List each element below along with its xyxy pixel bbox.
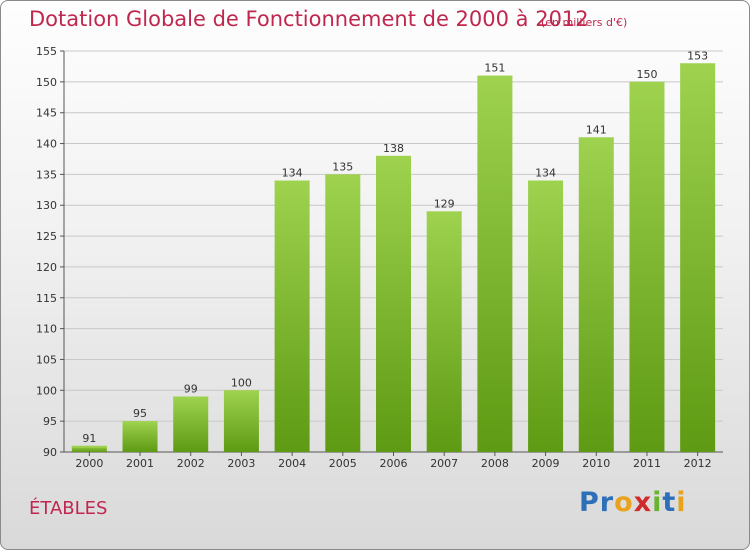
- logo-letter: x: [633, 487, 653, 518]
- bar-highlight-2006: [376, 155, 411, 158]
- x-tick-label: 2003: [227, 457, 255, 470]
- bar-highlight-2004: [274, 180, 310, 183]
- logo-letter: t: [662, 487, 677, 518]
- bar-2006: [376, 155, 411, 452]
- logo-letter: o: [614, 487, 634, 518]
- value-label: 138: [383, 142, 404, 155]
- x-tick-label: 2000: [75, 457, 103, 470]
- value-label: 129: [434, 197, 455, 210]
- chart-title: Dotation Globale de Fonctionnement de 20…: [29, 7, 589, 31]
- x-tick-label: 2001: [126, 457, 154, 470]
- value-label: 151: [484, 62, 505, 75]
- value-label: 134: [282, 167, 303, 180]
- value-label: 135: [332, 160, 353, 173]
- x-tick-label: 2006: [380, 457, 408, 470]
- logo-letter: P: [579, 487, 600, 518]
- commune-name: ÉTABLES: [29, 498, 108, 519]
- bar-2009: [528, 180, 564, 453]
- y-tick-label: 95: [43, 415, 57, 428]
- bar-2011: [629, 81, 665, 452]
- bar-2005: [325, 174, 361, 452]
- value-label: 100: [231, 376, 252, 389]
- y-tick-label: 150: [36, 76, 57, 89]
- logo-letter: r: [599, 487, 615, 518]
- bar-2000: [71, 445, 107, 452]
- bars: [71, 63, 716, 453]
- bar-highlight-2001: [122, 421, 158, 424]
- x-tick-label: 2005: [329, 457, 357, 470]
- x-tick-label: 2002: [177, 457, 205, 470]
- bar-highlight-2011: [629, 81, 665, 84]
- bar-2002: [173, 396, 209, 452]
- y-tick-label: 130: [36, 199, 57, 212]
- bar-2008: [477, 75, 513, 452]
- x-tick-label: 2009: [532, 457, 560, 470]
- bar-2004: [274, 180, 310, 453]
- bar-highlight-2005: [325, 174, 361, 177]
- y-tick-label: 140: [36, 138, 57, 151]
- bar-2007: [426, 211, 462, 452]
- y-tick-label: 105: [36, 353, 57, 366]
- x-tick-label: 2008: [481, 457, 509, 470]
- logo-letter: i: [652, 487, 663, 518]
- bar-highlight-2007: [426, 211, 462, 214]
- y-tick-label: 135: [36, 168, 57, 181]
- y-tick-label: 100: [36, 384, 57, 397]
- y-tick-label: 120: [36, 261, 57, 274]
- x-tick-label: 2007: [430, 457, 458, 470]
- logo-letter: i: [676, 487, 687, 518]
- y-tick-label: 145: [36, 107, 57, 120]
- bar-2012: [680, 63, 716, 452]
- bar-highlight-2010: [578, 137, 614, 140]
- bar-highlight-2003: [223, 390, 259, 393]
- bar-highlight-2002: [173, 396, 209, 399]
- bar-highlight-2009: [528, 180, 564, 183]
- x-tick-label: 2012: [684, 457, 712, 470]
- bar-2003: [223, 390, 259, 452]
- y-tick-label: 90: [43, 446, 57, 459]
- bar-highlight-2000: [71, 445, 107, 448]
- x-tick-label: 2011: [633, 457, 661, 470]
- y-tick-label: 115: [36, 292, 57, 305]
- bar-highlight-2008: [477, 75, 513, 78]
- proxiti-logo: Proxiti: [579, 487, 687, 518]
- y-tick-label: 110: [36, 323, 57, 336]
- y-tick-label: 155: [36, 45, 57, 58]
- x-tick-label: 2010: [582, 457, 610, 470]
- value-label: 95: [133, 407, 147, 420]
- bar-highlight-2012: [680, 63, 716, 66]
- bar-2001: [122, 421, 158, 452]
- x-tick-label: 2004: [278, 457, 306, 470]
- labels: 91 95 99 100 134 135 138 129 151 134 141 150 153: [82, 49, 708, 444]
- axes: 90 95 100 105 110 115 120 125 130 135 140 145 150 155…: [36, 45, 723, 470]
- value-label: 91: [82, 432, 96, 445]
- value-label: 134: [535, 167, 556, 180]
- value-label: 153: [687, 49, 708, 62]
- chart-subtitle: (en milliers d'€): [541, 16, 628, 29]
- value-label: 141: [586, 123, 607, 136]
- y-tick-label: 125: [36, 230, 57, 243]
- value-label: 150: [636, 68, 657, 81]
- value-label: 99: [184, 382, 198, 395]
- bar-2010: [578, 137, 614, 452]
